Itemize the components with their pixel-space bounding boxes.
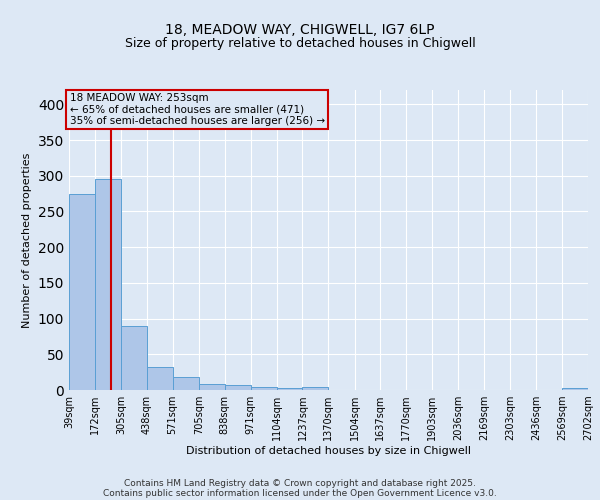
- Bar: [562, 388, 588, 390]
- Bar: [251, 387, 277, 390]
- X-axis label: Distribution of detached houses by size in Chigwell: Distribution of detached houses by size …: [186, 446, 471, 456]
- Text: Contains HM Land Registry data © Crown copyright and database right 2025.: Contains HM Land Registry data © Crown c…: [124, 478, 476, 488]
- Bar: [147, 367, 173, 390]
- Y-axis label: Number of detached properties: Number of detached properties: [22, 152, 32, 328]
- Text: Contains public sector information licensed under the Open Government Licence v3: Contains public sector information licen…: [103, 488, 497, 498]
- Bar: [199, 384, 225, 390]
- Bar: [302, 387, 328, 390]
- Bar: [225, 385, 251, 390]
- Text: 18, MEADOW WAY, CHIGWELL, IG7 6LP: 18, MEADOW WAY, CHIGWELL, IG7 6LP: [165, 22, 435, 36]
- Bar: [173, 377, 199, 390]
- Bar: [277, 388, 302, 390]
- Bar: [95, 180, 121, 390]
- Bar: [121, 326, 147, 390]
- Text: 18 MEADOW WAY: 253sqm
← 65% of detached houses are smaller (471)
35% of semi-det: 18 MEADOW WAY: 253sqm ← 65% of detached …: [70, 93, 325, 126]
- Text: Size of property relative to detached houses in Chigwell: Size of property relative to detached ho…: [125, 38, 475, 51]
- Bar: [69, 194, 95, 390]
